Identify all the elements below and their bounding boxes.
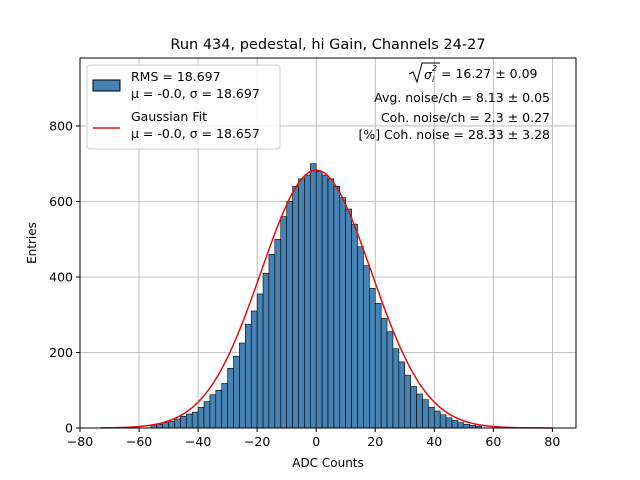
histogram-bar	[309, 163, 317, 429]
histogram-bar	[233, 355, 240, 429]
histogram-bar	[268, 254, 276, 429]
histogram-bar	[156, 423, 163, 429]
histogram-bar	[262, 272, 270, 429]
histogram-bar	[392, 348, 400, 429]
avg-noise-annotation: Avg. noise/ch = 8.13 ± 0.05	[374, 90, 550, 105]
histogram-bar	[327, 178, 335, 429]
histogram-bar	[339, 197, 347, 429]
legend-fit-label: Gaussian Fit	[131, 109, 207, 124]
legend-histogram-label: RMS = 18.697	[131, 69, 221, 84]
histogram-bar	[280, 216, 287, 429]
sqrt-sigma-symbol: σ	[424, 67, 433, 82]
histogram-bar	[168, 420, 175, 429]
histogram-bar	[422, 399, 429, 429]
histogram-bar	[404, 374, 411, 429]
x-tick-label: 80	[544, 434, 560, 449]
legend-histogram-stats: μ = -0.0, σ = 18.697	[131, 86, 260, 101]
histogram-bar	[298, 178, 305, 429]
histogram-bar	[374, 303, 382, 429]
histogram-bar	[227, 368, 234, 429]
histogram-bar	[245, 323, 252, 429]
y-tick-label: 400	[49, 269, 73, 284]
x-tick-label: 40	[426, 434, 442, 449]
histogram-bar	[457, 422, 465, 429]
histogram-bar	[410, 386, 417, 429]
histogram-bar	[321, 174, 329, 429]
histogram-bar	[274, 238, 282, 429]
histogram-bar	[162, 422, 169, 429]
histogram-bar	[239, 342, 246, 429]
histogram-bar	[445, 417, 453, 429]
histogram-bar	[357, 246, 364, 429]
coh-noise-annotation: Coh. noise/ch = 2.3 ± 0.27	[381, 110, 550, 125]
y-tick-label: 800	[49, 118, 73, 133]
legend: RMS = 18.697 μ = -0.0, σ = 18.697 Gaussi…	[86, 64, 281, 150]
histogram-bar	[433, 410, 441, 429]
histogram-bar	[215, 389, 223, 429]
histogram-bar	[398, 361, 406, 429]
x-axis-label: ADC Counts	[292, 456, 364, 470]
histogram-bar	[185, 413, 193, 429]
x-tick-label: 60	[485, 434, 501, 449]
histogram-bar	[386, 331, 394, 429]
histogram-bar	[304, 174, 311, 429]
noise-annotations: σ 2 i = 16.27 ± 0.09 Avg. noise/ch = 8.1…	[358, 62, 550, 142]
histogram-bar	[174, 418, 181, 429]
histogram-bar	[286, 201, 293, 429]
x-tick-label: −20	[244, 434, 270, 449]
legend-histogram-swatch	[92, 79, 121, 92]
sqrt-sigma-value: = 16.27 ± 0.09	[441, 66, 538, 81]
y-tick-label: 200	[49, 345, 73, 360]
x-tick-label: −40	[185, 434, 211, 449]
histogram-bar	[363, 265, 370, 429]
y-tick-label: 0	[65, 421, 73, 436]
histogram-bar	[428, 406, 435, 429]
histogram-bar	[256, 293, 264, 429]
histogram-bar	[250, 310, 258, 429]
histogram-bar	[191, 411, 199, 429]
y-tick-label: 600	[49, 194, 73, 209]
histogram-bar	[439, 414, 447, 429]
histogram-bars	[150, 163, 482, 429]
sqrt-sigma-exponent: 2	[432, 64, 437, 73]
x-tick-label: 0	[312, 434, 320, 449]
sqrt-sigma-subscript: i	[432, 75, 435, 84]
histogram-bar	[333, 186, 341, 429]
histogram-bar	[369, 288, 376, 429]
histogram-bar	[180, 415, 187, 429]
y-axis-ticks: 0 200 400 600 800	[49, 118, 80, 436]
x-axis-ticks: −80 −60 −40 −20 0 20 40 60 80	[67, 428, 560, 449]
histogram-bar	[203, 401, 211, 429]
histogram-bar	[380, 318, 388, 429]
histogram-bar	[209, 394, 217, 429]
histogram-bar	[345, 208, 352, 429]
chart-title: Run 434, pedestal, hi Gain, Channels 24-…	[170, 37, 485, 53]
histogram-bar	[451, 420, 459, 429]
histogram-bar	[416, 393, 423, 429]
histogram-bar	[351, 223, 358, 429]
y-axis-label: Entries	[25, 222, 39, 264]
histogram-bar	[197, 406, 205, 429]
histogram-bar	[221, 383, 228, 429]
coh-noise-percent-annotation: [%] Coh. noise = 28.33 ± 3.28	[358, 127, 550, 142]
histogram-bar	[463, 423, 471, 429]
plot-frame	[79, 57, 577, 429]
legend-fit-stats: μ = -0.0, σ = 18.657	[131, 126, 260, 141]
gaussian-fit-curve	[100, 169, 553, 429]
sqrt-symbol	[408, 62, 440, 84]
x-tick-label: −80	[67, 434, 93, 449]
histogram-bar	[292, 186, 299, 429]
histogram-bar	[315, 170, 323, 429]
x-tick-label: 20	[367, 434, 383, 449]
x-tick-label: −60	[126, 434, 152, 449]
legend-box	[86, 64, 281, 150]
